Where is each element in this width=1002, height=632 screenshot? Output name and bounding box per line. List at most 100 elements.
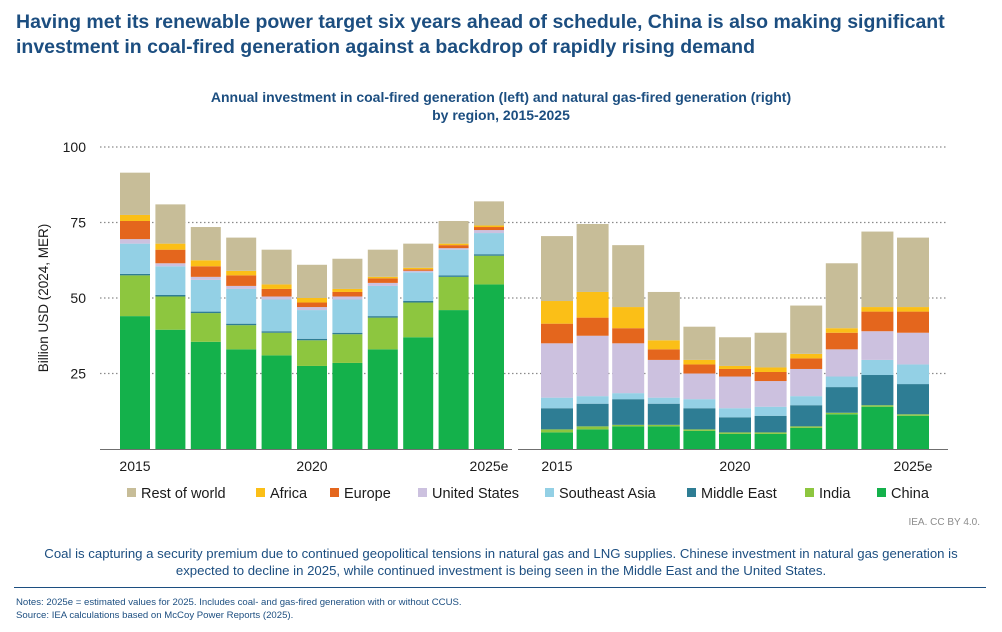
bar-segment-united-states <box>190 276 221 280</box>
bar-segment-india <box>647 424 680 427</box>
bar-segment-rest-of-world <box>683 326 716 360</box>
bar-segment-middle-east <box>861 375 894 406</box>
bar-segment-rest-of-world <box>612 245 645 308</box>
bar-segment-united-states <box>647 359 680 398</box>
bar-segment-india <box>576 426 609 430</box>
bar-segment-rest-of-world <box>155 204 186 244</box>
credit-text: IEA. CC BY 4.0. <box>908 517 980 528</box>
bar-segment-china <box>155 329 186 449</box>
bar-segment-middle-east <box>612 399 645 425</box>
bar-segment-europe <box>297 302 327 308</box>
bar-segment-india <box>190 313 221 342</box>
bar-segment-southeast-asia <box>367 285 398 317</box>
bar-segment-rest-of-world <box>541 236 573 302</box>
bar-segment-united-states <box>825 349 858 377</box>
bar-segment-africa <box>261 284 292 289</box>
bar-segment-united-states <box>790 368 823 397</box>
bar-segment-africa <box>332 288 363 292</box>
chart-caption: Coal is capturing a security premium due… <box>44 546 958 578</box>
bar-segment-africa <box>897 307 929 312</box>
bar-segment-middle-east <box>155 294 186 297</box>
bar-segment-middle-east <box>647 403 680 425</box>
bar-segment-southeast-asia <box>612 393 645 400</box>
bar-segment-rest-of-world <box>190 227 221 261</box>
bar-segment-southeast-asia <box>226 288 257 324</box>
bar-segment-china <box>297 365 327 449</box>
bar-segment-southeast-asia <box>825 376 858 388</box>
bar-segment-middle-east <box>754 415 787 433</box>
bar-segment-united-states <box>403 270 434 273</box>
bar-segment-africa <box>612 307 645 329</box>
y-tick-label: 100 <box>63 139 87 155</box>
bar-segment-china <box>226 349 257 449</box>
bar-segment-europe <box>120 220 150 240</box>
bar-segment-india <box>541 429 573 433</box>
bar-segment-india <box>226 325 257 350</box>
bar-segment-southeast-asia <box>297 310 327 339</box>
bar-segment-middle-east <box>297 338 327 341</box>
bar-segment-southeast-asia <box>754 406 787 416</box>
bar-segment-middle-east <box>719 417 751 433</box>
bar-segment-united-states <box>474 230 504 234</box>
x-tick-label: 2015 <box>119 458 150 474</box>
bar-segment-southeast-asia <box>861 359 894 376</box>
y-tick-label: 75 <box>70 215 86 231</box>
bar-segment-middle-east <box>261 331 292 333</box>
bar-segment-africa <box>719 365 751 369</box>
source-line: Source: IEA calculations based on McCoy … <box>16 610 294 621</box>
bar-segment-rest-of-world <box>647 291 680 341</box>
legend: Rest of world Africa Europe United States So… <box>127 486 930 502</box>
bar-segment-india <box>155 296 186 330</box>
bar-segment-rest-of-world <box>897 237 929 308</box>
bar-segment-india <box>683 429 716 431</box>
legend-swatch <box>330 488 339 497</box>
bar-segment-europe <box>155 249 186 264</box>
legend-swatch <box>805 488 814 497</box>
bar-segment-europe <box>576 317 609 336</box>
bar-segment-southeast-asia <box>474 233 504 255</box>
bar-segment-southeast-asia <box>155 266 186 295</box>
bar-segment-europe <box>261 288 292 297</box>
bar-segment-southeast-asia <box>719 408 751 418</box>
legend-label: Rest of world <box>141 486 226 502</box>
bar-segment-middle-east <box>190 311 221 314</box>
bar-segment-rest-of-world <box>120 172 150 215</box>
bar-segment-southeast-asia <box>897 364 929 385</box>
legend-swatch <box>545 488 554 497</box>
bar-segment-india <box>438 276 469 311</box>
bar-segment-middle-east <box>226 323 257 326</box>
bar-segment-united-states <box>226 285 257 289</box>
legend-label: India <box>819 486 851 502</box>
legend-label: Africa <box>270 486 308 502</box>
bar-segment-southeast-asia <box>541 397 573 409</box>
bars <box>120 172 929 449</box>
bar-segment-china <box>261 355 292 449</box>
bar-segment-europe <box>438 245 469 249</box>
bar-segment-india <box>297 340 327 366</box>
bar-segment-india <box>825 412 858 415</box>
bar-segment-africa <box>861 307 894 312</box>
bar-segment-africa <box>403 267 434 270</box>
bar-segment-africa <box>790 353 823 359</box>
bar-segment-india <box>120 275 150 317</box>
headline: Having met its renewable power target si… <box>16 11 945 58</box>
bar-segment-europe <box>647 349 680 360</box>
chart-subtitle-line-2: by region, 2015-2025 <box>432 107 570 123</box>
bar-segment-india <box>261 332 292 356</box>
legend-label: Middle East <box>701 486 777 502</box>
bar-segment-rest-of-world <box>367 249 398 277</box>
y-axis-title: Billion USD (2024, MER) <box>36 224 51 373</box>
bar-segment-rest-of-world <box>226 237 257 271</box>
bar-segment-india <box>754 432 787 434</box>
bar-segment-rest-of-world <box>719 337 751 366</box>
bar-segment-united-states <box>683 373 716 400</box>
bar-segment-middle-east <box>474 254 504 256</box>
bar-segment-china <box>719 433 751 449</box>
chart-subtitle-line-1: Annual investment in coal-fired generati… <box>210 89 792 105</box>
legend-swatch <box>687 488 696 497</box>
bar-segment-china <box>190 341 221 449</box>
x-tick-label: 2025e <box>894 458 933 474</box>
bar-segment-africa <box>226 270 257 276</box>
bar-segment-southeast-asia <box>120 243 150 274</box>
bar-segment-africa <box>683 359 716 365</box>
